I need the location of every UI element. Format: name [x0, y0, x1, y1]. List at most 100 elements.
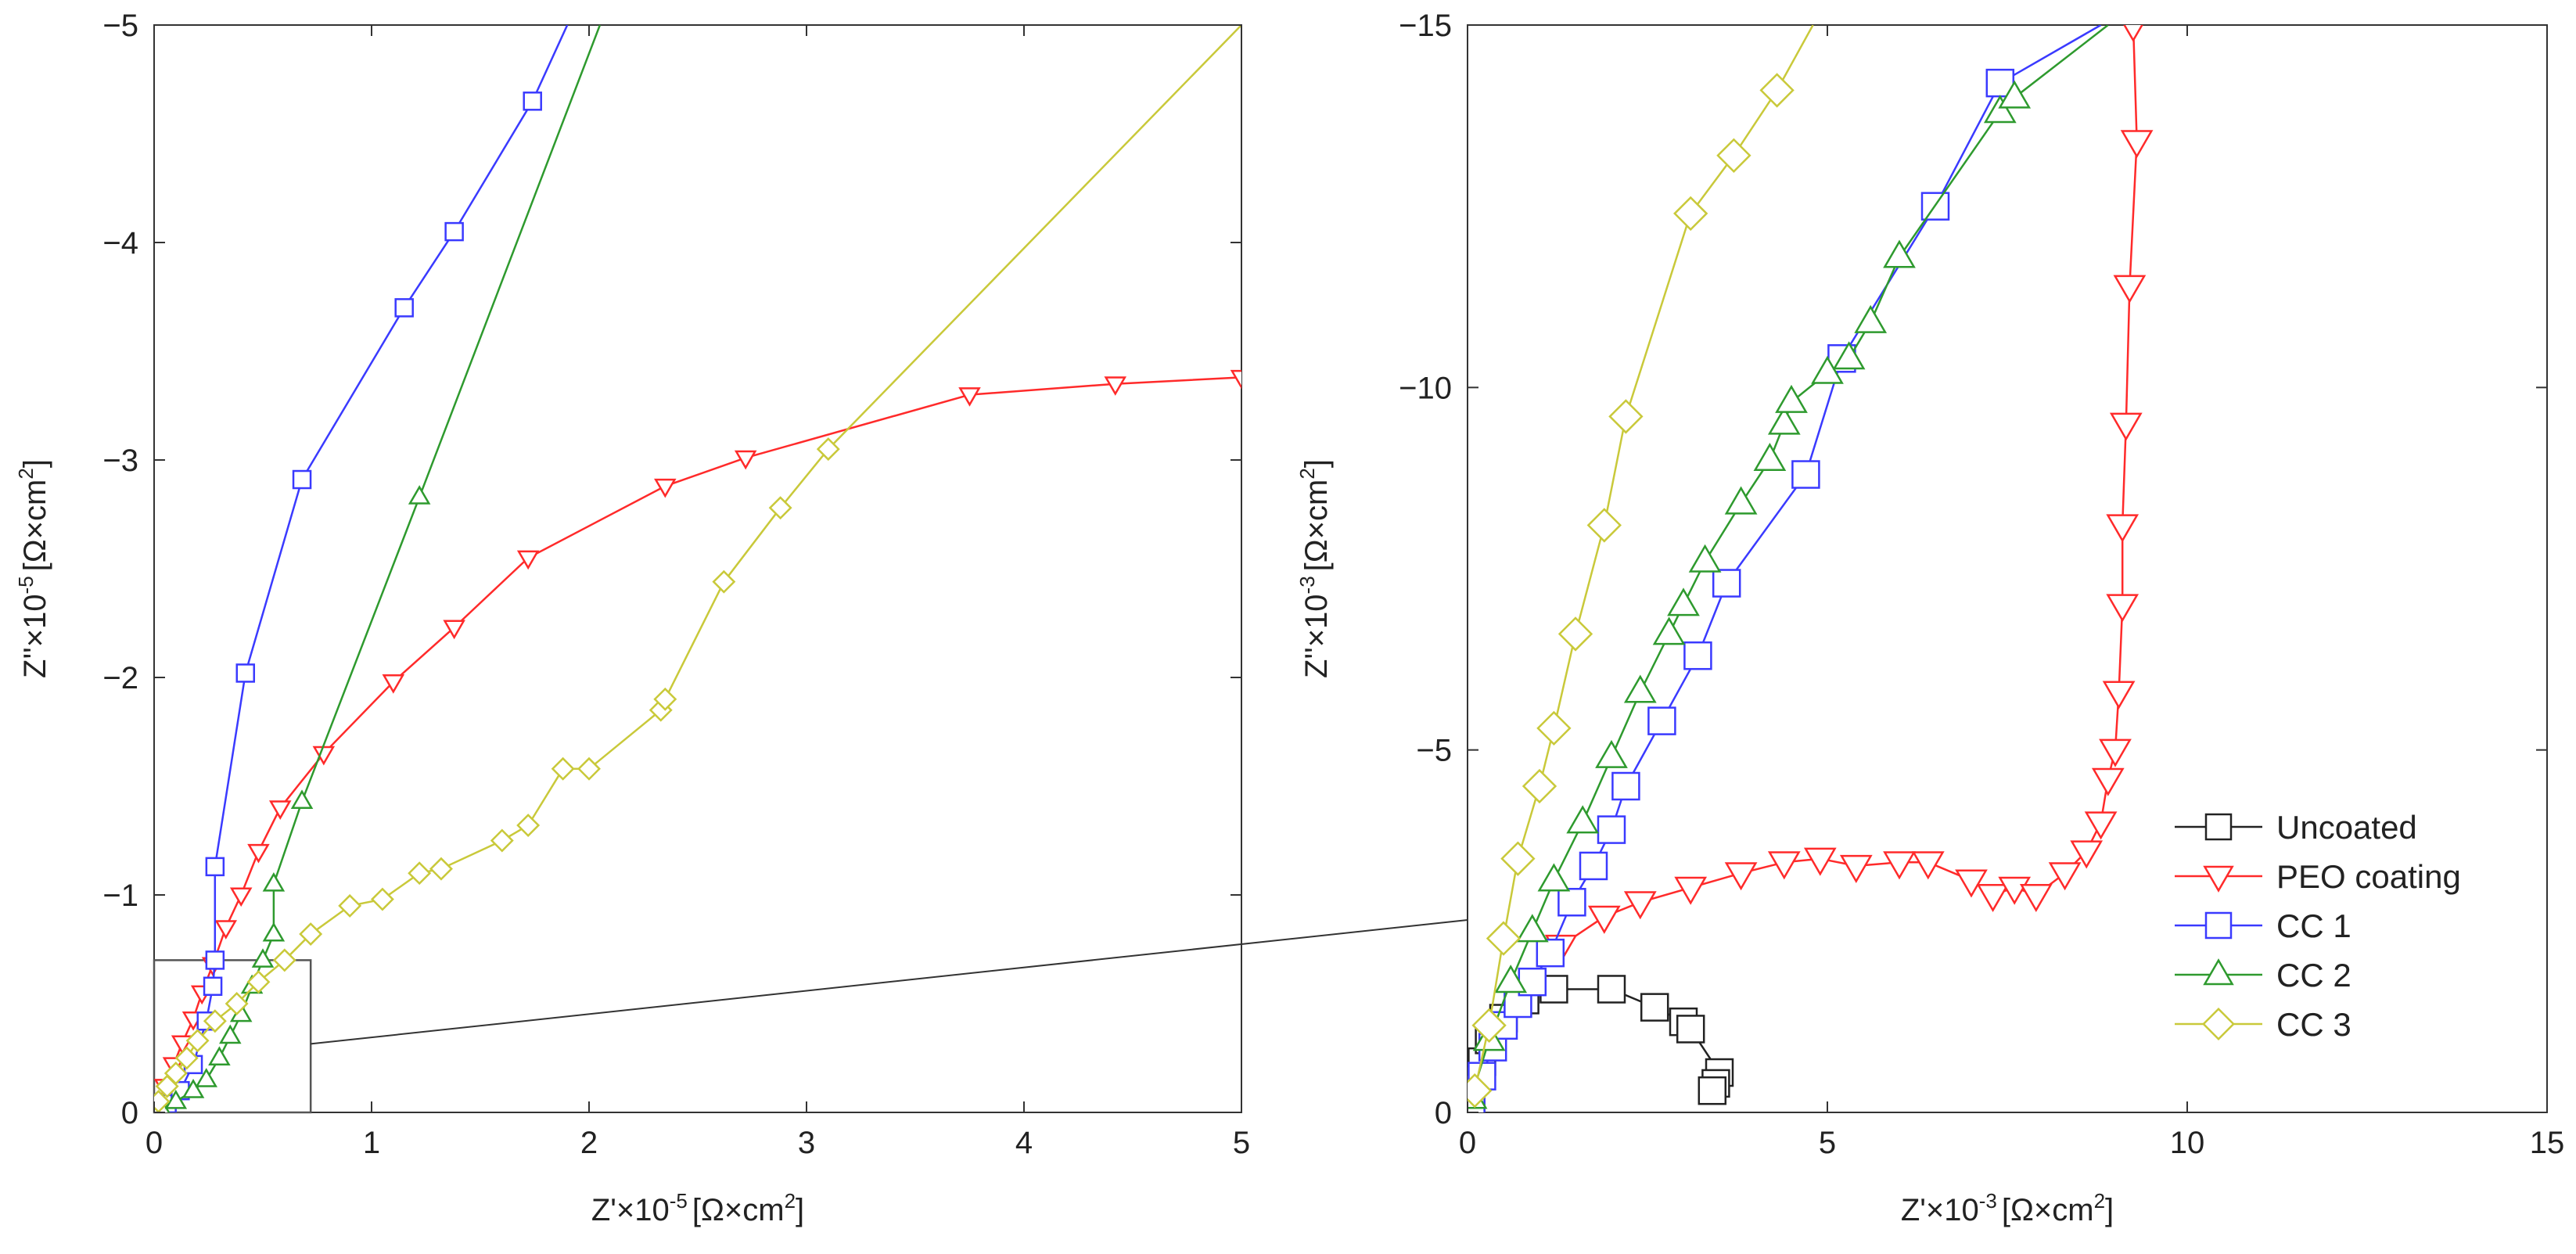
- left-y-axis-title: Z''×10-5[Ω×cm2]: [14, 459, 52, 678]
- legend-label: PEO coating: [2276, 858, 2461, 895]
- left-data-point: [292, 469, 312, 490]
- right-data-point: [1494, 965, 1528, 993]
- left-data-point: [958, 387, 981, 407]
- right-x-axis-title: Z'×10-3 [Ω×cm2]: [1901, 1189, 2114, 1227]
- left-data-point: [247, 843, 270, 864]
- right-series-group: [1468, 25, 2154, 1112]
- right-series-cc-3: [1468, 25, 1814, 1108]
- right-data-point: [1775, 384, 1808, 413]
- right-data-point: [1883, 851, 1916, 880]
- left-data-point: [251, 948, 275, 968]
- left-data-point: [577, 756, 601, 781]
- right-data-point: [1647, 706, 1676, 735]
- right-data-point: [1586, 508, 1622, 543]
- left-data-point: [551, 756, 575, 781]
- right-data-point: [1791, 460, 1820, 489]
- right-data-point: [2120, 130, 2154, 159]
- left-data-point: [394, 298, 414, 318]
- left-y-tick-label: −4: [102, 226, 138, 261]
- right-y-axis-title: Z''×10-3[Ω×cm2]: [1295, 459, 1334, 678]
- left-plot-frame: [153, 24, 1242, 1113]
- right-data-point: [1566, 805, 1600, 834]
- right-y-tick-label: 0: [1435, 1096, 1452, 1130]
- right-data-point: [1767, 406, 1801, 435]
- left-data-point: [370, 887, 394, 911]
- legend-label: CC 3: [2276, 1006, 2351, 1043]
- legend: Uncoated PEO coating CC 1 CC 2 CC 3: [2175, 809, 2461, 1043]
- right-data-point: [1595, 739, 1628, 768]
- left-data-point: [429, 857, 453, 881]
- left-data-point: [444, 221, 464, 242]
- left-data-point: [490, 828, 514, 853]
- left-data-point: [734, 450, 757, 470]
- left-data-point: [163, 1061, 188, 1085]
- left-data-point: [203, 976, 223, 997]
- right-data-point: [1759, 73, 1795, 108]
- left-data-point: [299, 922, 323, 947]
- left-x-tick-label: 4: [1015, 1126, 1033, 1160]
- legend-marker-icon: [2203, 865, 2234, 893]
- right-chart-panel: 0 5 10 15 0 −5 −10 −15 Z'×10-3 [Ω×cm2] Z''×10-3[…: [1295, 9, 2564, 1227]
- legend-label: CC 1: [2276, 907, 2351, 944]
- right-series-cc-2: [1468, 25, 2109, 1109]
- right-data-point: [1688, 544, 1722, 573]
- zoom-connector-top-line: [311, 918, 1468, 1045]
- left-y-tick-label: 0: [121, 1096, 138, 1130]
- left-data-point: [654, 478, 677, 498]
- right-data-point: [1667, 587, 1700, 616]
- legend-marker-icon: [2204, 911, 2233, 940]
- left-x-tick-label: 1: [363, 1126, 380, 1160]
- legend-marker-icon: [2202, 1008, 2235, 1040]
- left-data-point: [290, 789, 314, 809]
- right-x-tick-label: 5: [1819, 1126, 1836, 1160]
- right-data-point: [1811, 355, 1844, 384]
- left-data-point: [262, 871, 286, 892]
- legend-entry: CC 3: [2175, 1006, 2351, 1043]
- left-chart-panel: 0 1 2 3 4 5 0 −1 −2 −3 −4 −5 Z'×10-5 [Ω×cm2] Z''×10-…: [14, 9, 1250, 1227]
- right-data-point: [1712, 569, 1741, 598]
- right-data-point: [1522, 768, 1557, 804]
- right-y-tick-label: −10: [1399, 371, 1452, 405]
- right-data-point: [2102, 681, 2136, 710]
- right-y-tick-label: −15: [1399, 9, 1452, 43]
- left-data-point: [208, 1046, 231, 1065]
- right-data-point: [2123, 25, 2143, 43]
- right-data-point: [1597, 975, 1626, 1004]
- right-data-point: [1998, 80, 2032, 109]
- left-data-point: [712, 570, 736, 594]
- right-x-tick-label: 0: [1459, 1126, 1476, 1160]
- left-y-tick-label: −3: [102, 444, 138, 478]
- legend-marker-icon: [2203, 958, 2234, 986]
- left-data-point: [768, 496, 792, 520]
- right-data-point: [1623, 674, 1657, 703]
- left-series-cc-2: [154, 25, 602, 1112]
- right-data-point: [1673, 196, 1708, 232]
- left-data-point: [516, 550, 540, 570]
- legend-entry: CC 2: [2175, 957, 2351, 993]
- right-data-point: [1839, 854, 1873, 883]
- right-data-point: [2048, 862, 2082, 891]
- left-data-point: [214, 920, 238, 940]
- left-y-tick-label: −5: [102, 9, 138, 43]
- left-data-point: [225, 992, 249, 1015]
- right-data-point: [1803, 847, 1837, 876]
- right-data-point: [1579, 851, 1608, 881]
- right-data-point: [1955, 869, 1988, 898]
- left-x-axis-title: Z'×10-5 [Ω×cm2]: [591, 1189, 804, 1227]
- right-data-point: [1854, 304, 1888, 333]
- right-data-point: [1716, 138, 1751, 173]
- right-data-point: [1486, 921, 1522, 956]
- right-data-point: [1698, 1076, 1727, 1105]
- right-y-tick-label: −5: [1416, 734, 1452, 768]
- right-data-point: [1683, 641, 1712, 670]
- right-data-point: [1976, 884, 2010, 913]
- left-data-point: [268, 800, 292, 820]
- left-data-point: [443, 620, 465, 640]
- right-data-point: [1557, 616, 1593, 652]
- left-x-tick-label: 3: [798, 1126, 815, 1160]
- left-x-tick-label: 0: [146, 1126, 163, 1160]
- right-data-point: [1832, 341, 1866, 370]
- left-data-point: [205, 950, 225, 970]
- right-data-point: [1911, 851, 1945, 880]
